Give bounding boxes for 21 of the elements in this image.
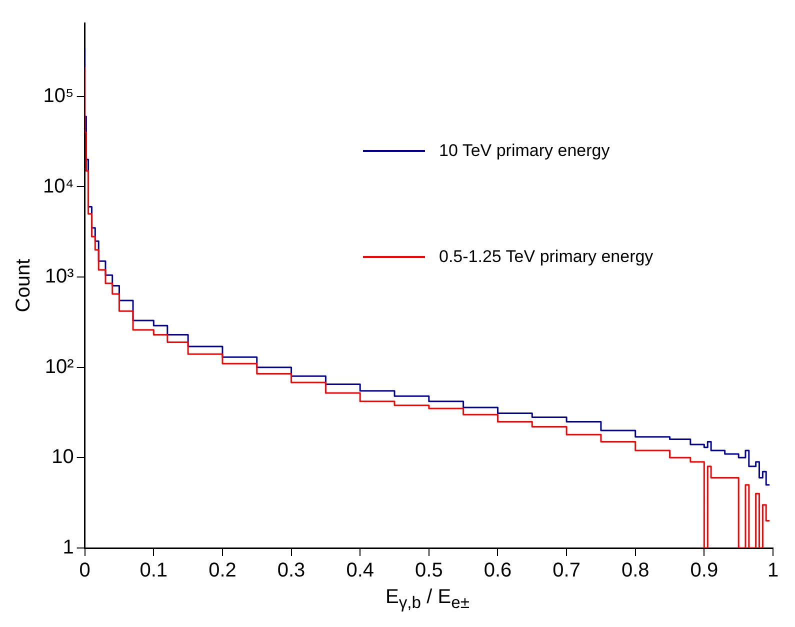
legend-label: 0.5-1.25 TeV primary energy [439, 247, 654, 267]
x-tick-label: 0 [79, 560, 90, 582]
x-axis-title: E$_{γ,b}$ / E$_{e±}$ [384, 586, 470, 613]
x-tick-label: 0.3 [277, 560, 306, 582]
x-tick-label: 0.6 [484, 560, 512, 582]
x-tick-label: 0.7 [552, 560, 580, 582]
y-tick-label: 10 [52, 446, 74, 468]
y-axis-title: Count [12, 258, 35, 312]
y-tick-label: 10⁵ [43, 84, 74, 107]
y-tick-label: 1 [62, 536, 74, 559]
x-tick-label: 0.2 [208, 560, 236, 582]
x-tick-label: 0.4 [346, 560, 374, 582]
legend-label: 10 TeV primary energy [439, 141, 610, 161]
x-tick-label: 0.8 [621, 560, 650, 582]
x-tick-label: 0.9 [690, 560, 718, 582]
y-tick-label: 10⁴ [42, 175, 74, 198]
y-tick-label: 10³ [44, 266, 74, 288]
x-tick-label: 0.5 [415, 560, 443, 582]
x-tick-label: 1 [767, 560, 779, 582]
y-tick-label: 10² [44, 356, 74, 378]
x-tick-label: 0.1 [140, 560, 168, 582]
